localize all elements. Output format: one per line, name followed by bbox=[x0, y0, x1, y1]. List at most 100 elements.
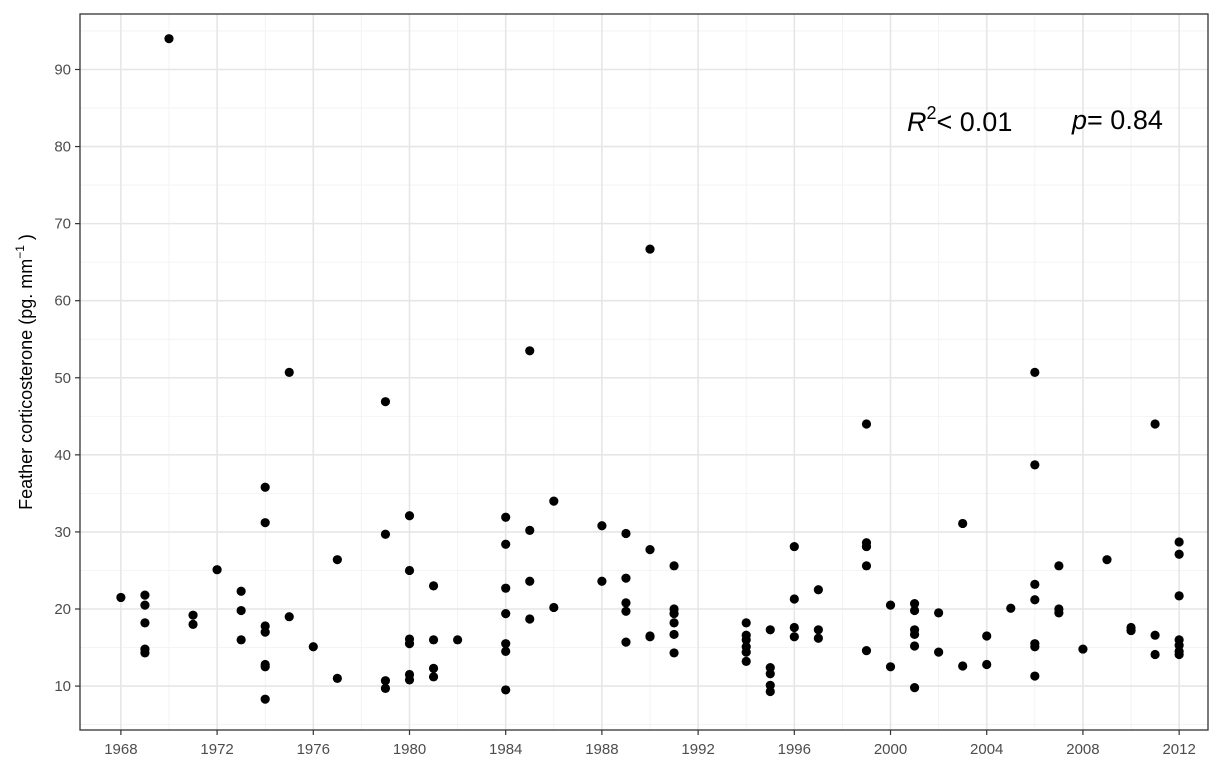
data-point bbox=[789, 622, 799, 633]
data-point bbox=[260, 662, 270, 672]
data-point bbox=[260, 694, 270, 704]
data-point bbox=[332, 673, 342, 683]
data-point bbox=[909, 599, 920, 609]
data-point bbox=[1126, 625, 1136, 636]
data-point bbox=[404, 565, 415, 576]
data-point bbox=[188, 610, 198, 620]
y-tick-label: 90 bbox=[54, 61, 71, 78]
x-tick-label: 1980 bbox=[393, 741, 426, 758]
data-point bbox=[525, 614, 535, 624]
data-point bbox=[765, 669, 775, 679]
data-point bbox=[1174, 537, 1184, 547]
data-point bbox=[236, 635, 246, 645]
data-point bbox=[861, 646, 872, 656]
r-squared-value: < 0.01 bbox=[937, 107, 1013, 137]
data-point bbox=[1150, 630, 1160, 640]
data-point bbox=[1150, 419, 1160, 429]
data-point bbox=[501, 512, 511, 522]
data-point bbox=[934, 608, 944, 618]
data-point bbox=[861, 561, 872, 571]
data-point bbox=[260, 518, 270, 528]
data-point bbox=[501, 609, 511, 619]
data-point bbox=[525, 525, 535, 535]
x-axis: 1968 1972 1976 1980 1984 1988 1992 1996 2000 2004… bbox=[104, 730, 1196, 758]
data-point bbox=[669, 629, 679, 640]
data-point bbox=[260, 627, 270, 637]
data-point bbox=[909, 683, 920, 693]
data-point bbox=[1030, 642, 1040, 652]
x-tick-label: 1976 bbox=[297, 741, 330, 758]
data-point bbox=[621, 528, 631, 539]
p-value-value: = 0.84 bbox=[1087, 105, 1163, 135]
data-point bbox=[669, 618, 679, 628]
data-point bbox=[741, 656, 751, 667]
data-point bbox=[909, 641, 920, 651]
data-point bbox=[1102, 555, 1112, 565]
data-point bbox=[332, 555, 342, 565]
data-point bbox=[164, 34, 174, 44]
r-squared-symbol: R bbox=[907, 107, 927, 137]
panel-border bbox=[79, 13, 1209, 731]
data-point bbox=[813, 585, 823, 595]
data-point bbox=[1174, 549, 1184, 559]
data-point bbox=[885, 600, 896, 610]
data-point bbox=[1030, 579, 1040, 589]
data-point bbox=[428, 672, 439, 682]
y-tick-label: 20 bbox=[54, 601, 71, 618]
x-tick-label: 2000 bbox=[874, 741, 907, 758]
y-tick-label: 30 bbox=[54, 524, 71, 541]
data-point bbox=[789, 541, 799, 552]
p-value-symbol: p bbox=[1071, 105, 1087, 135]
data-point bbox=[885, 662, 896, 672]
data-point bbox=[909, 629, 920, 640]
data-point bbox=[741, 647, 751, 657]
y-tick-label: 80 bbox=[54, 139, 71, 156]
data-point bbox=[140, 648, 150, 658]
data-point bbox=[549, 602, 559, 613]
x-tick-label: 2012 bbox=[1162, 741, 1195, 758]
data-point bbox=[501, 539, 511, 549]
data-point bbox=[958, 518, 968, 529]
data-point bbox=[597, 521, 607, 531]
data-point bbox=[741, 618, 751, 628]
y-tick-label: 40 bbox=[54, 447, 71, 464]
x-tick-label: 1992 bbox=[681, 741, 714, 758]
x-tick-label: 1972 bbox=[200, 741, 233, 758]
data-point bbox=[260, 482, 270, 492]
y-axis-title: Feather corticosterone (pg. mm−1 ) bbox=[13, 234, 36, 510]
data-point bbox=[1054, 608, 1064, 618]
data-point bbox=[1174, 649, 1184, 660]
x-tick-label: 2008 bbox=[1066, 741, 1099, 758]
data-point bbox=[525, 346, 535, 356]
data-point bbox=[669, 561, 679, 571]
x-tick-label: 1984 bbox=[489, 741, 522, 758]
data-point bbox=[597, 576, 607, 586]
data-point bbox=[116, 592, 126, 603]
panel-background bbox=[80, 14, 1208, 730]
x-tick-label: 2004 bbox=[970, 741, 1003, 758]
data-points bbox=[116, 34, 1184, 704]
data-point bbox=[140, 590, 150, 600]
data-point bbox=[1054, 561, 1064, 571]
data-point bbox=[645, 545, 655, 555]
data-point bbox=[404, 675, 415, 685]
data-point bbox=[621, 637, 631, 647]
data-point bbox=[380, 683, 391, 693]
data-point bbox=[813, 625, 823, 635]
r-squared-superscript: 2 bbox=[927, 103, 937, 123]
data-point bbox=[188, 619, 198, 630]
data-point bbox=[453, 635, 463, 645]
y-tick-label: 60 bbox=[54, 293, 71, 310]
data-point bbox=[308, 642, 318, 652]
data-point bbox=[909, 605, 920, 616]
data-point bbox=[1030, 367, 1040, 377]
data-point bbox=[813, 633, 823, 643]
data-point bbox=[645, 632, 655, 642]
data-point bbox=[404, 511, 415, 521]
data-point bbox=[621, 606, 631, 616]
data-point bbox=[1078, 644, 1088, 654]
data-point bbox=[645, 244, 655, 254]
data-point bbox=[140, 600, 150, 610]
data-point bbox=[501, 583, 511, 593]
